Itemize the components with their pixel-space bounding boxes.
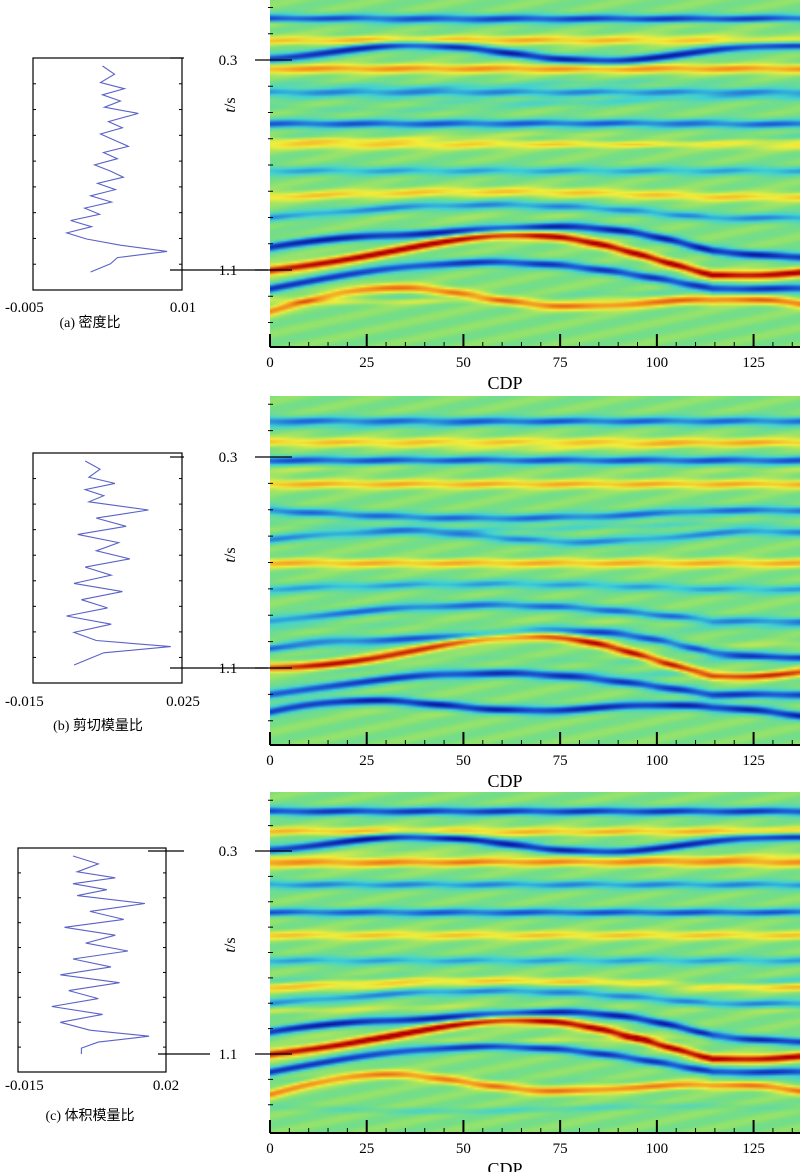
log-x-tick-label: -0.015 (5, 694, 44, 710)
time-tick-label: 0.3 (219, 450, 238, 466)
seismic-panel-c: 0 25 50 75 100 125 CDP 0.3 1.1 t/s (219, 792, 800, 1172)
log-x-tick-label: 0.02 (153, 1078, 179, 1094)
time-axis-title: t/s (222, 937, 239, 952)
cdp-tick-label: 75 (553, 1141, 568, 1157)
cdp-tick-label: 125 (742, 1141, 765, 1157)
seismic-section (270, 792, 800, 1133)
cdp-axis: 0 25 50 75 100 125 CDP (266, 1120, 800, 1172)
log-x-tick-label: -0.005 (5, 300, 44, 316)
cdp-axis-title: CDP (487, 373, 522, 393)
seismic-panel-a: 0 25 50 75 100 125 CDP 0.3 1.1 t/s (219, 0, 800, 393)
seismic-section (270, 396, 800, 745)
cdp-tick-label: 25 (359, 1141, 374, 1157)
log-frame (17, 847, 167, 1073)
log-x-tick-label: 0.01 (170, 300, 196, 316)
log-curve (64, 65, 168, 273)
log-curve (51, 855, 150, 1054)
seismic-panel-b: 0 25 50 75 100 125 CDP 0.3 1.1 t/s (219, 396, 800, 791)
log-panel-b: -0.015 0.025 (b) 剪切模量比 (5, 452, 200, 734)
cdp-tick-label: 50 (456, 355, 471, 371)
cdp-tick-label: 75 (553, 753, 568, 769)
log-panel-c: -0.015 0.02 (c) 体积模量比 (5, 847, 179, 1124)
cdp-tick-label: 125 (742, 753, 765, 769)
log-x-tick-label: -0.015 (5, 1078, 44, 1094)
cdp-tick-label: 50 (456, 753, 471, 769)
cdp-tick-label: 100 (646, 753, 669, 769)
cdp-axis-title: CDP (487, 771, 522, 791)
log-frame (32, 452, 183, 684)
cdp-tick-label: 100 (646, 1141, 669, 1157)
time-axis-title: t/s (222, 547, 239, 562)
cdp-tick-label: 0 (266, 753, 274, 769)
time-tick-label: 0.3 (219, 53, 238, 69)
log-frame (32, 57, 183, 291)
log-panel-a: -0.005 0.01 (a) 密度比 (5, 57, 196, 331)
cdp-tick-label: 0 (266, 1141, 274, 1157)
time-tick-label: 0.3 (219, 844, 238, 860)
cdp-tick-label: 50 (456, 1141, 471, 1157)
time-tick-label: 1.1 (219, 1047, 238, 1063)
cdp-tick-label: 100 (646, 355, 669, 371)
cdp-tick-label: 25 (359, 355, 374, 371)
cdp-tick-label: 125 (742, 355, 765, 371)
log-x-tick-label: 0.025 (166, 694, 200, 710)
panel-caption: (a) 密度比 (59, 314, 120, 331)
cdp-axis-title: CDP (487, 1159, 522, 1172)
cdp-axis: 0 25 50 75 100 125 CDP (266, 732, 800, 791)
time-axis-title: t/s (222, 97, 239, 112)
panel-caption: (b) 剪切模量比 (53, 718, 143, 734)
time-tick-label: 1.1 (219, 263, 238, 279)
log-curve (66, 460, 171, 666)
panel-caption: (c) 体积模量比 (45, 1108, 134, 1124)
seismic-section (270, 0, 800, 347)
cdp-tick-label: 0 (266, 355, 274, 371)
cdp-axis: 0 25 50 75 100 125 CDP (266, 334, 800, 393)
cdp-tick-label: 75 (553, 355, 568, 371)
time-tick-label: 1.1 (219, 661, 238, 677)
cdp-tick-label: 25 (359, 753, 374, 769)
